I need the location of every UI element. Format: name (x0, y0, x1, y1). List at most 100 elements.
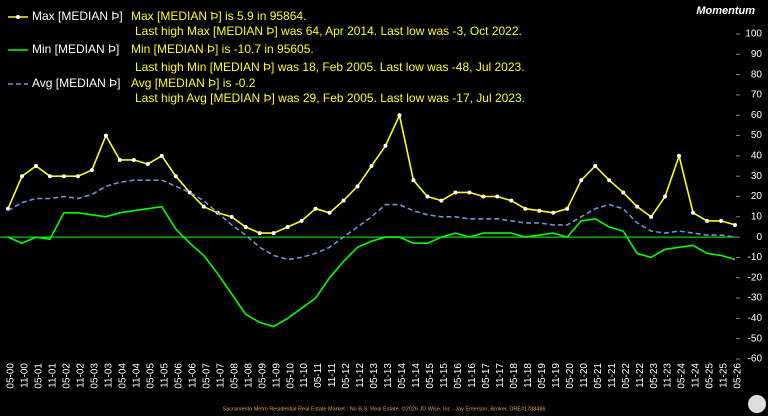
legend-label: Max [MEDIAN Þ] (32, 9, 123, 23)
point (481, 194, 486, 199)
point (733, 222, 737, 227)
x-tick-label: 11-16 (467, 363, 478, 388)
point (425, 194, 430, 199)
y-tick-label: -10 (748, 252, 763, 263)
point (565, 206, 570, 211)
x-tick-label: 05-14 (397, 363, 408, 389)
point (705, 218, 710, 223)
y-tick-label: 40 (751, 151, 763, 162)
x-tick-label: 11-05 (159, 363, 170, 388)
x-tick-label: 11-19 (551, 363, 562, 388)
x-tick-label: 11-23 (663, 363, 674, 388)
x-tick-label: 11-00 (20, 363, 31, 388)
x-tick-label: 05-24 (677, 363, 688, 389)
x-tick-label: 05-20 (565, 363, 576, 389)
series-line (7, 179, 736, 261)
x-tick-label: 11-02 (76, 363, 87, 388)
x-tick-label: 05-08 (229, 363, 240, 389)
point (383, 143, 388, 148)
x-tick-label: 05-03 (90, 363, 101, 389)
x-tick-label: 05-18 (509, 363, 520, 389)
point (173, 174, 178, 179)
x-tick-label: 05-10 (285, 363, 296, 389)
point (495, 194, 500, 199)
point (341, 198, 346, 203)
x-tick-label: 11-07 (215, 363, 226, 388)
y-tick-label: 10 (751, 211, 763, 222)
point (607, 178, 612, 183)
point (131, 157, 136, 162)
point (467, 190, 472, 195)
x-tick-label: 11-09 (271, 363, 282, 388)
x-tick-label: 11-08 (243, 363, 254, 388)
point (551, 210, 556, 215)
x-tick-label: 11-03 (104, 363, 115, 388)
point (635, 204, 640, 209)
x-tick-label: 05-01 (34, 363, 45, 389)
x-tick-label: 05-19 (537, 363, 548, 389)
x-tick-label: 11-21 (607, 363, 618, 388)
x-tick-label: 05-17 (481, 363, 492, 389)
point (159, 153, 164, 158)
point (33, 164, 38, 169)
point (719, 218, 724, 223)
x-tick-label: 11-13 (383, 363, 394, 388)
y-tick-label: 20 (751, 191, 763, 202)
x-tick-label: 05-05 (145, 363, 156, 389)
y-tick-label: -30 (748, 293, 763, 304)
x-tick-label: 05-23 (649, 363, 660, 389)
annotation: Last high Max [MEDIAN Þ] was 64, Apr 201… (135, 24, 522, 38)
point (285, 224, 290, 229)
point (411, 178, 416, 183)
x-tick-label: 05-13 (369, 363, 380, 389)
y-tick-label: -40 (748, 313, 763, 324)
x-tick-label: 05-15 (425, 363, 436, 389)
point (89, 168, 94, 173)
footer: Sacramento Metro Residential Real Estate… (223, 405, 546, 412)
x-tick-label: 05-07 (201, 363, 212, 389)
y-tick-label: 50 (751, 130, 763, 141)
series-line (7, 112, 736, 234)
point (593, 164, 598, 169)
point (75, 174, 80, 179)
x-tick-label: 05-16 (453, 363, 464, 389)
x-tick-label: 05-12 (341, 363, 352, 389)
y-tick-label: -20 (748, 272, 763, 283)
x-tick-label: 05-04 (117, 363, 128, 389)
point (663, 194, 668, 199)
point (201, 204, 206, 209)
point (47, 174, 52, 179)
x-tick-label: 11-22 (635, 363, 646, 388)
y-tick-label: -50 (748, 333, 763, 344)
y-tick-label: 0 (756, 232, 762, 243)
y-tick-label: 70 (751, 90, 763, 101)
x-tick-label: 11-24 (691, 363, 702, 388)
x-tick-label: 05-26 (733, 363, 744, 389)
x-tick-label: 11-14 (411, 363, 422, 388)
x-tick-label: 11-11 (327, 363, 338, 388)
x-tick-label: 05-11 (313, 363, 324, 388)
y-tick-label: 100 (745, 29, 762, 40)
point (621, 190, 626, 195)
annotation: Last high Min [MEDIAN Þ] was 18, Feb 200… (135, 60, 525, 74)
annotation: Avg [MEDIAN Þ] is -0.2 (131, 76, 256, 90)
point (523, 206, 528, 211)
point (439, 198, 444, 203)
x-tick-label: 05-25 (705, 363, 716, 389)
x-tick-label: 05-22 (621, 363, 632, 389)
y-tick-label: 60 (751, 110, 763, 121)
x-tick-label: 11-01 (48, 363, 59, 388)
y-tick-label: 90 (751, 49, 763, 60)
point (509, 198, 514, 203)
legend-marker (16, 15, 20, 19)
point (61, 174, 66, 179)
point (691, 210, 696, 215)
point (243, 224, 248, 229)
chart-title: Momentum (696, 5, 755, 17)
x-tick-label: 11-20 (579, 363, 590, 388)
legend-label: Min [MEDIAN Þ] (32, 42, 119, 56)
x-tick-label: 11-10 (299, 363, 310, 388)
point (369, 164, 374, 169)
point (117, 157, 122, 162)
